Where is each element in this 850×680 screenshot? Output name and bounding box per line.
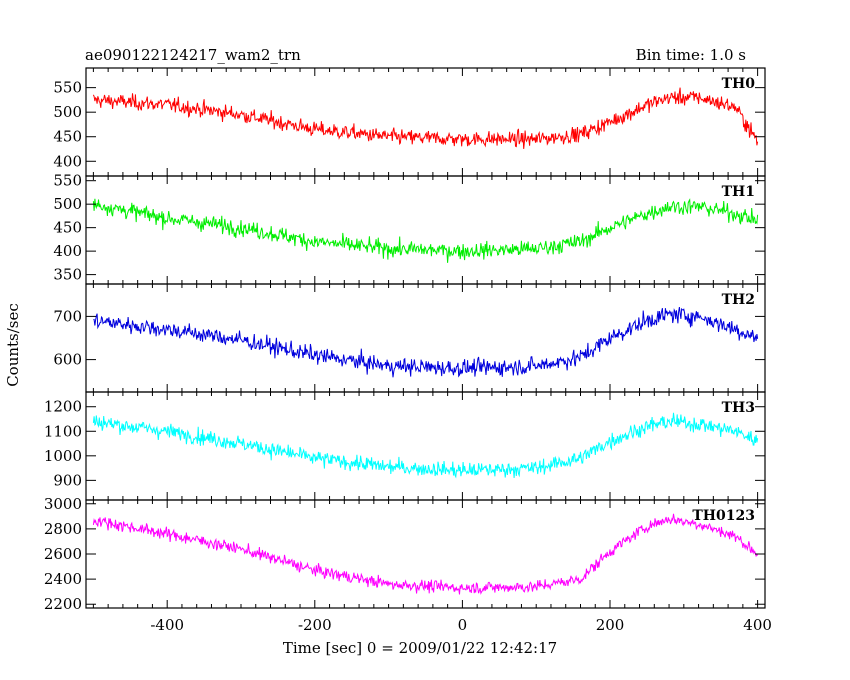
panel-frame <box>85 67 766 177</box>
chart-title: ae090122124217_wam2_trn <box>85 46 301 64</box>
series-line-th1 <box>92 198 759 263</box>
x-axis-label: Time [sec] 0 = 2009/01/22 12:42:17 <box>283 639 557 657</box>
y-tick-label: 700 <box>53 307 82 325</box>
y-tick-label: 2400 <box>44 570 82 588</box>
y-tick-label: 1000 <box>44 447 82 465</box>
panel-frame <box>85 499 766 609</box>
y-tick-label: 450 <box>53 219 82 237</box>
y-tick-label: 3000 <box>44 495 82 513</box>
panel-frame <box>85 391 766 501</box>
y-axis-label: Counts/sec <box>4 303 22 387</box>
panel-th0123: 2200 2400 2600 2800 3000 TH0123 <box>44 495 766 613</box>
y-tick-label: 400 <box>53 152 82 170</box>
y-tick-label: 500 <box>53 195 82 213</box>
x-tick-label: 0 <box>458 616 468 634</box>
bin-time-label: Bin time: 1.0 s <box>636 46 746 64</box>
y-tick-label: 550 <box>53 172 82 190</box>
panel-frame <box>85 175 766 285</box>
y-tick-label: 900 <box>53 471 82 489</box>
series-line-th3 <box>92 412 759 479</box>
y-tick-label: 2600 <box>44 545 82 563</box>
panel-th3: 900 1000 1100 1200 TH3 <box>44 391 766 501</box>
y-tick-label: 600 <box>53 351 82 369</box>
panel-stack: 400 450 500 550 TH0 350 400 450 500 550 TH1 600 700 T… <box>44 67 772 634</box>
panel-label: TH0 <box>722 76 756 92</box>
panel-th0: 400 450 500 550 TH0 <box>53 67 766 177</box>
series-line-th0123 <box>92 513 759 595</box>
x-tick-label: -400 <box>150 616 184 634</box>
panel-th1: 350 400 450 500 550 TH1 <box>53 172 766 285</box>
panel-label: TH1 <box>722 184 755 200</box>
y-tick-label: 550 <box>53 79 82 97</box>
x-tick-label: 200 <box>596 616 625 634</box>
panel-th2: 600 700 TH2 <box>53 283 766 393</box>
y-tick-label: 400 <box>53 242 82 260</box>
y-tick-label: 500 <box>53 103 82 121</box>
x-tick-label: -200 <box>298 616 332 634</box>
series-line-th2 <box>93 307 759 378</box>
y-tick-label: 2200 <box>44 595 82 613</box>
y-tick-label: 1200 <box>44 398 82 416</box>
x-tick-label: 400 <box>743 616 772 634</box>
series-line-th0 <box>92 87 759 149</box>
y-tick-label: 1100 <box>44 422 82 440</box>
y-tick-label: 450 <box>53 128 82 146</box>
panel-label: TH0123 <box>692 508 755 524</box>
panel-label: TH3 <box>722 400 755 416</box>
y-tick-label: 350 <box>53 266 82 284</box>
panel-label: TH2 <box>722 292 755 308</box>
y-tick-label: 2800 <box>44 520 82 538</box>
panel-frame <box>85 283 766 393</box>
